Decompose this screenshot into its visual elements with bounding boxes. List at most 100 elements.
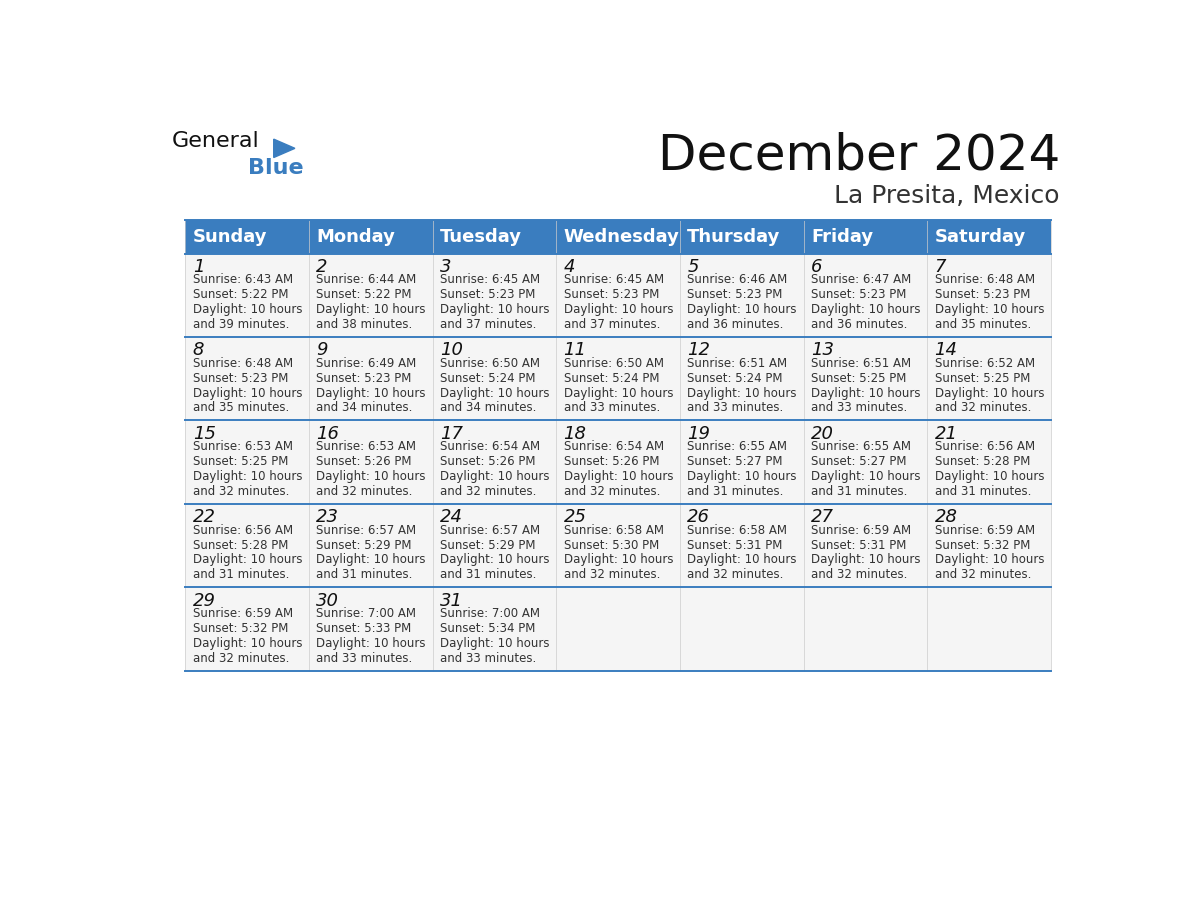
Text: 9: 9 [316, 341, 328, 359]
Text: 27: 27 [811, 509, 834, 526]
Text: Daylight: 10 hours: Daylight: 10 hours [316, 554, 425, 566]
Text: Daylight: 10 hours: Daylight: 10 hours [811, 303, 921, 316]
Text: 4: 4 [563, 258, 575, 276]
Text: Daylight: 10 hours: Daylight: 10 hours [316, 637, 425, 650]
Text: Sunset: 5:23 PM: Sunset: 5:23 PM [440, 288, 536, 301]
Text: 15: 15 [192, 425, 216, 442]
Text: Sunset: 5:29 PM: Sunset: 5:29 PM [440, 539, 536, 552]
Text: and 33 minutes.: and 33 minutes. [687, 401, 784, 414]
Text: Daylight: 10 hours: Daylight: 10 hours [440, 637, 550, 650]
Text: Daylight: 10 hours: Daylight: 10 hours [440, 386, 550, 399]
Text: 20: 20 [811, 425, 834, 442]
Text: 11: 11 [563, 341, 587, 359]
Text: 10: 10 [440, 341, 463, 359]
Text: Sunrise: 6:45 AM: Sunrise: 6:45 AM [563, 274, 664, 286]
Text: and 32 minutes.: and 32 minutes. [935, 401, 1031, 414]
Text: Daylight: 10 hours: Daylight: 10 hours [563, 386, 674, 399]
Bar [185, 219, 1051, 253]
Text: Daylight: 10 hours: Daylight: 10 hours [687, 554, 797, 566]
Text: Daylight: 10 hours: Daylight: 10 hours [563, 303, 674, 316]
Text: Sunset: 5:23 PM: Sunset: 5:23 PM [563, 288, 659, 301]
Text: 18: 18 [563, 425, 587, 442]
Text: and 35 minutes.: and 35 minutes. [935, 318, 1031, 331]
Text: 2: 2 [316, 258, 328, 276]
Text: and 31 minutes.: and 31 minutes. [811, 485, 908, 498]
Text: Sunset: 5:23 PM: Sunset: 5:23 PM [316, 372, 412, 385]
Text: Sunset: 5:33 PM: Sunset: 5:33 PM [316, 621, 411, 635]
Text: 14: 14 [935, 341, 958, 359]
Text: Daylight: 10 hours: Daylight: 10 hours [935, 303, 1044, 316]
Text: Sunset: 5:32 PM: Sunset: 5:32 PM [192, 621, 287, 635]
Text: Sunset: 5:22 PM: Sunset: 5:22 PM [316, 288, 412, 301]
Text: 31: 31 [440, 591, 463, 610]
Text: and 32 minutes.: and 32 minutes. [563, 568, 661, 581]
Text: Wednesday: Wednesday [563, 228, 680, 246]
Text: 28: 28 [935, 509, 958, 526]
Text: 26: 26 [687, 509, 710, 526]
Polygon shape [273, 140, 295, 158]
Text: Sunrise: 6:58 AM: Sunrise: 6:58 AM [563, 523, 664, 537]
Text: Daylight: 10 hours: Daylight: 10 hours [192, 637, 302, 650]
Text: Sunset: 5:34 PM: Sunset: 5:34 PM [440, 621, 536, 635]
Text: Sunset: 5:32 PM: Sunset: 5:32 PM [935, 539, 1030, 552]
Text: Sunset: 5:25 PM: Sunset: 5:25 PM [192, 455, 287, 468]
Text: Sunset: 5:25 PM: Sunset: 5:25 PM [811, 372, 906, 385]
Text: Sunset: 5:31 PM: Sunset: 5:31 PM [811, 539, 906, 552]
Text: Daylight: 10 hours: Daylight: 10 hours [811, 386, 921, 399]
Text: Daylight: 10 hours: Daylight: 10 hours [563, 470, 674, 483]
Text: Sunrise: 6:58 AM: Sunrise: 6:58 AM [687, 523, 788, 537]
Text: Daylight: 10 hours: Daylight: 10 hours [440, 303, 550, 316]
Text: Sunrise: 6:54 AM: Sunrise: 6:54 AM [440, 441, 541, 453]
Text: Sunrise: 6:56 AM: Sunrise: 6:56 AM [192, 523, 292, 537]
Text: 30: 30 [316, 591, 340, 610]
Text: and 34 minutes.: and 34 minutes. [316, 401, 412, 414]
Text: Sunday: Sunday [192, 228, 267, 246]
Text: and 35 minutes.: and 35 minutes. [192, 401, 289, 414]
Text: La Presita, Mexico: La Presita, Mexico [834, 185, 1060, 208]
Text: Blue: Blue [248, 158, 304, 178]
Text: Sunrise: 6:51 AM: Sunrise: 6:51 AM [687, 357, 788, 370]
Text: Sunset: 5:24 PM: Sunset: 5:24 PM [440, 372, 536, 385]
Text: 5: 5 [687, 258, 699, 276]
Text: Sunset: 5:23 PM: Sunset: 5:23 PM [811, 288, 906, 301]
Text: Sunset: 5:26 PM: Sunset: 5:26 PM [563, 455, 659, 468]
Text: and 33 minutes.: and 33 minutes. [440, 652, 536, 665]
Text: and 32 minutes.: and 32 minutes. [440, 485, 536, 498]
Text: Sunrise: 6:55 AM: Sunrise: 6:55 AM [687, 441, 788, 453]
Text: 23: 23 [316, 509, 340, 526]
Text: Sunset: 5:22 PM: Sunset: 5:22 PM [192, 288, 289, 301]
Text: Daylight: 10 hours: Daylight: 10 hours [687, 303, 797, 316]
Text: 12: 12 [687, 341, 710, 359]
Text: Daylight: 10 hours: Daylight: 10 hours [316, 470, 425, 483]
Text: Daylight: 10 hours: Daylight: 10 hours [935, 470, 1044, 483]
Text: Thursday: Thursday [687, 228, 781, 246]
Text: 8: 8 [192, 341, 204, 359]
Text: and 32 minutes.: and 32 minutes. [316, 485, 412, 498]
Text: Sunrise: 6:49 AM: Sunrise: 6:49 AM [316, 357, 417, 370]
Text: Sunset: 5:30 PM: Sunset: 5:30 PM [563, 539, 659, 552]
Text: Daylight: 10 hours: Daylight: 10 hours [192, 470, 302, 483]
Text: and 31 minutes.: and 31 minutes. [687, 485, 784, 498]
Text: and 39 minutes.: and 39 minutes. [192, 318, 289, 331]
Text: and 31 minutes.: and 31 minutes. [440, 568, 536, 581]
Text: Sunrise: 6:56 AM: Sunrise: 6:56 AM [935, 441, 1035, 453]
Text: and 32 minutes.: and 32 minutes. [935, 568, 1031, 581]
Text: Sunrise: 6:48 AM: Sunrise: 6:48 AM [935, 274, 1035, 286]
Text: Sunset: 5:29 PM: Sunset: 5:29 PM [316, 539, 412, 552]
Text: Sunrise: 6:52 AM: Sunrise: 6:52 AM [935, 357, 1035, 370]
Text: Daylight: 10 hours: Daylight: 10 hours [316, 386, 425, 399]
Text: and 31 minutes.: and 31 minutes. [316, 568, 412, 581]
Text: Daylight: 10 hours: Daylight: 10 hours [687, 386, 797, 399]
Text: Sunset: 5:25 PM: Sunset: 5:25 PM [935, 372, 1030, 385]
Text: Sunset: 5:23 PM: Sunset: 5:23 PM [192, 372, 287, 385]
Text: Sunset: 5:27 PM: Sunset: 5:27 PM [687, 455, 783, 468]
Text: and 36 minutes.: and 36 minutes. [811, 318, 908, 331]
Text: Daylight: 10 hours: Daylight: 10 hours [316, 303, 425, 316]
Text: Daylight: 10 hours: Daylight: 10 hours [440, 554, 550, 566]
Text: Monday: Monday [316, 228, 396, 246]
Text: Sunrise: 7:00 AM: Sunrise: 7:00 AM [316, 607, 416, 620]
Text: 19: 19 [687, 425, 710, 442]
Text: Sunrise: 6:54 AM: Sunrise: 6:54 AM [563, 441, 664, 453]
Text: 24: 24 [440, 509, 463, 526]
Text: Sunset: 5:23 PM: Sunset: 5:23 PM [687, 288, 783, 301]
